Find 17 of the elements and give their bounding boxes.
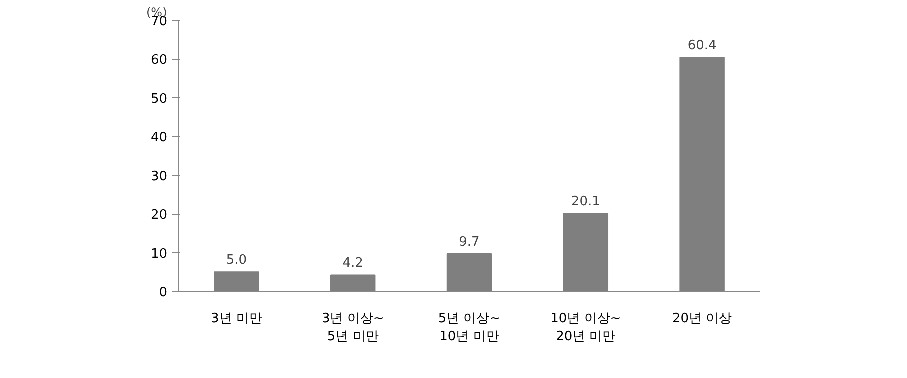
y-tick-label: 0 (159, 286, 168, 300)
data-label: 20.1 (571, 194, 600, 210)
data-label: 5.0 (226, 253, 248, 268)
y-tick-label: 30 (150, 169, 168, 184)
data-label: 4.2 (342, 256, 364, 272)
x-tick-label: 5년 이상~ 10년 미만 (438, 312, 501, 344)
y-tick-label: 40 (150, 130, 168, 146)
data-label: 60.4 (688, 38, 717, 54)
x-tick-label: 10년 이상~ 20년 미만 (550, 312, 622, 344)
x-tick-label: 3년 이상~ 5년 미만 (322, 312, 384, 344)
x-tick-label: 20년 이상 (672, 312, 732, 326)
y-tick-label: 50 (150, 92, 168, 107)
y-tick-label: 10 (150, 246, 168, 262)
x-tick-label: 3년 미만 (211, 312, 262, 326)
data-label: 9.7 (459, 234, 480, 250)
y-tick-label: 60 (150, 53, 168, 68)
y-tick-label: 20 (150, 208, 168, 224)
